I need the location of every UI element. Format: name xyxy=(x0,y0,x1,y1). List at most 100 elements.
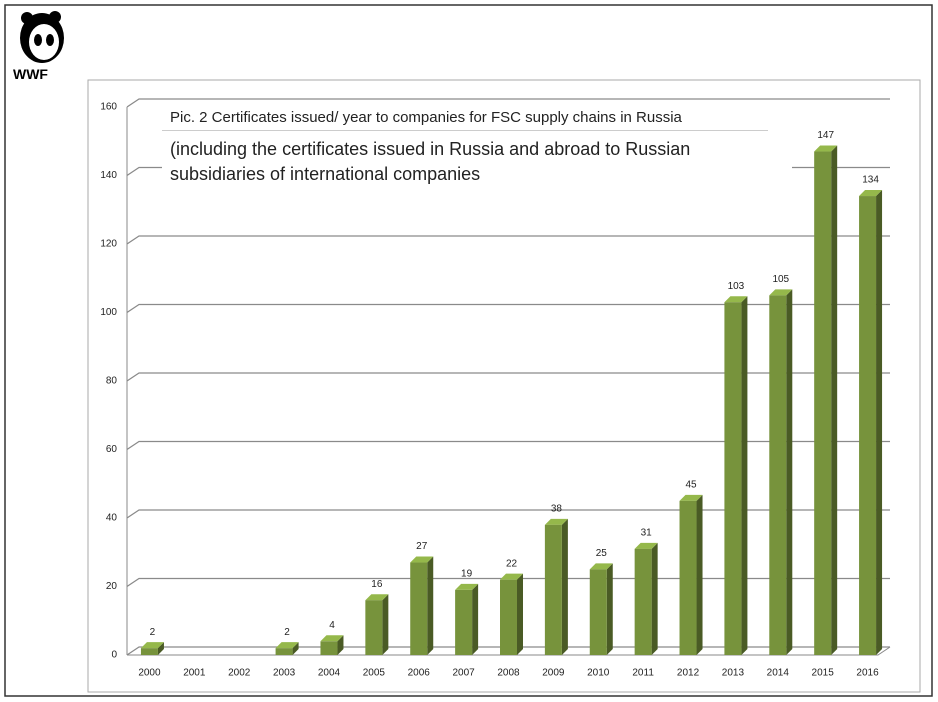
x-tick-label: 2008 xyxy=(497,668,520,679)
bar-top xyxy=(500,573,523,580)
data-label: 16 xyxy=(371,579,383,590)
bar-side xyxy=(157,642,164,655)
logo-text: WWF xyxy=(13,66,48,82)
bar-top xyxy=(275,642,299,649)
x-tick-label: 2006 xyxy=(408,668,431,679)
bar-front xyxy=(589,569,607,655)
bar-top xyxy=(455,583,479,590)
bar-top xyxy=(814,145,838,152)
bar-top xyxy=(769,289,793,296)
data-label: 103 xyxy=(728,281,745,292)
panda-logo xyxy=(20,11,64,63)
bar-side xyxy=(561,518,568,655)
bar-front xyxy=(634,548,652,655)
bar-front xyxy=(769,295,787,655)
data-label: 134 xyxy=(862,175,879,186)
x-tick-label: 2003 xyxy=(273,668,296,679)
bar xyxy=(410,556,434,655)
bar xyxy=(859,190,883,656)
bar xyxy=(634,542,658,655)
bar-top xyxy=(140,642,164,649)
x-tick-label: 2012 xyxy=(677,668,700,679)
bar-front xyxy=(679,500,697,655)
y-tick-label: 80 xyxy=(106,376,118,387)
y-tick-label: 120 xyxy=(100,239,117,250)
grid-line xyxy=(126,303,890,313)
grid-line xyxy=(126,440,890,450)
title-box: Pic. 2 Certificates issued/ year to comp… xyxy=(162,106,792,191)
bar-top xyxy=(634,542,658,549)
x-tick-label: 2005 xyxy=(363,668,386,679)
bar xyxy=(500,573,523,655)
bar-side xyxy=(517,573,523,655)
bar-side xyxy=(651,542,658,655)
bar xyxy=(140,642,164,655)
data-label: 45 xyxy=(685,480,697,491)
grid-line xyxy=(126,509,890,519)
data-label: 2 xyxy=(150,627,156,638)
x-tick-label: 2015 xyxy=(812,668,835,679)
bar-front xyxy=(320,641,338,655)
grid-line xyxy=(126,98,890,108)
bar-top xyxy=(410,556,434,563)
bar-side xyxy=(337,635,344,655)
data-label: 147 xyxy=(817,130,834,141)
x-tick-label: 2014 xyxy=(767,668,790,679)
bar xyxy=(455,583,479,655)
y-tick-label: 60 xyxy=(106,444,118,455)
x-tick-label: 2016 xyxy=(856,668,879,679)
bar-side xyxy=(427,556,434,655)
bar-top xyxy=(365,594,389,601)
data-label: 25 xyxy=(596,548,608,559)
y-tick-label: 20 xyxy=(106,581,118,592)
x-tick-label: 2002 xyxy=(228,668,251,679)
bar-side xyxy=(472,583,479,655)
bar-top xyxy=(544,518,568,525)
bar xyxy=(724,296,748,655)
bar-side xyxy=(292,642,299,655)
data-label: 19 xyxy=(461,569,473,580)
bar-top xyxy=(724,296,748,303)
bar-front xyxy=(365,600,383,655)
bar-front xyxy=(814,151,832,655)
x-tick-label: 2001 xyxy=(183,668,206,679)
y-tick-label: 0 xyxy=(111,650,117,661)
bar-front xyxy=(140,648,158,655)
bar-front xyxy=(859,196,877,656)
bar xyxy=(544,518,568,655)
bar-front xyxy=(410,562,428,655)
bar xyxy=(589,563,613,655)
x-tick-label: 2004 xyxy=(318,668,341,679)
bar xyxy=(365,594,389,655)
grid-line xyxy=(126,372,890,382)
bar-front xyxy=(455,589,473,655)
bar-side xyxy=(786,289,793,655)
grid-line xyxy=(126,235,890,245)
bar-side xyxy=(606,563,613,655)
data-label: 22 xyxy=(506,558,518,569)
bar-side xyxy=(831,145,838,655)
x-tick-label: 2009 xyxy=(542,668,565,679)
x-tick-label: 2010 xyxy=(587,668,610,679)
bar-top xyxy=(679,494,703,501)
bar-front xyxy=(544,524,562,655)
slide-frame xyxy=(4,4,933,697)
bar-front xyxy=(500,579,517,655)
y-tick-label: 140 xyxy=(100,170,117,181)
data-label: 4 xyxy=(329,620,335,631)
bar-front xyxy=(275,648,293,655)
data-label: 27 xyxy=(416,541,428,552)
x-tick-label: 2011 xyxy=(632,668,654,679)
bar-side xyxy=(696,494,703,655)
chart-title: Pic. 2 Certificates issued/ year to comp… xyxy=(170,109,682,126)
y-tick-label: 40 xyxy=(106,513,118,524)
y-tick-label: 160 xyxy=(100,102,117,113)
bar xyxy=(769,289,793,655)
bar xyxy=(679,494,703,655)
bar-side xyxy=(382,594,389,655)
data-label: 105 xyxy=(772,274,789,285)
bar xyxy=(814,145,838,655)
data-label: 2 xyxy=(284,627,290,638)
data-label: 31 xyxy=(641,527,653,538)
bar-top xyxy=(589,563,613,570)
